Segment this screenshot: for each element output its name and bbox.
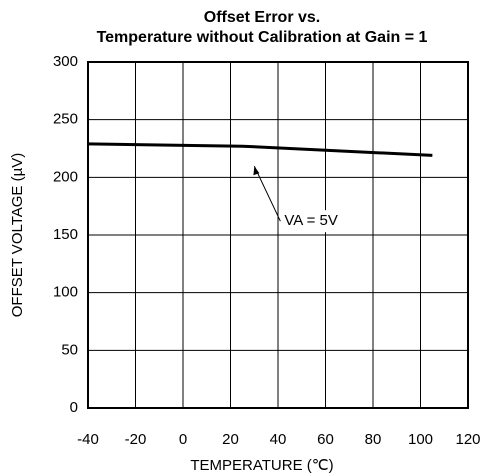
y-axis-label: OFFSET VOLTAGE (µV) bbox=[9, 153, 26, 318]
x-tick-label: -40 bbox=[77, 431, 99, 448]
x-axis-label: TEMPERATURE (℃) bbox=[190, 457, 333, 474]
y-tick-label: 0 bbox=[70, 399, 78, 416]
y-tick-label: 50 bbox=[61, 341, 78, 358]
x-tick-label: 80 bbox=[365, 431, 382, 448]
x-tick-label: 40 bbox=[270, 431, 287, 448]
plot-frame bbox=[87, 61, 469, 409]
x-tick-label: 100 bbox=[408, 431, 433, 448]
annotation-arrow bbox=[253, 165, 281, 222]
arrow-head bbox=[253, 166, 260, 176]
x-tick-label: 60 bbox=[317, 431, 334, 448]
x-tick-label: 20 bbox=[222, 431, 239, 448]
legend-label: VA = 5V bbox=[284, 212, 338, 229]
label-bg bbox=[280, 210, 342, 233]
y-tick-label: 200 bbox=[53, 168, 78, 185]
y-tick-label: 150 bbox=[53, 226, 78, 243]
x-tick-label: 0 bbox=[179, 431, 187, 448]
chart-title: Offset Error vs. bbox=[204, 9, 320, 26]
x-tick-label: -20 bbox=[125, 431, 147, 448]
y-tick-label: 100 bbox=[53, 284, 78, 301]
data-line bbox=[87, 142, 433, 157]
y-tick-label: 250 bbox=[53, 111, 78, 128]
chart-title: Temperature without Calibration at Gain … bbox=[97, 29, 428, 46]
y-tick-label: 300 bbox=[53, 53, 78, 70]
x-tick-label: 120 bbox=[455, 431, 480, 448]
